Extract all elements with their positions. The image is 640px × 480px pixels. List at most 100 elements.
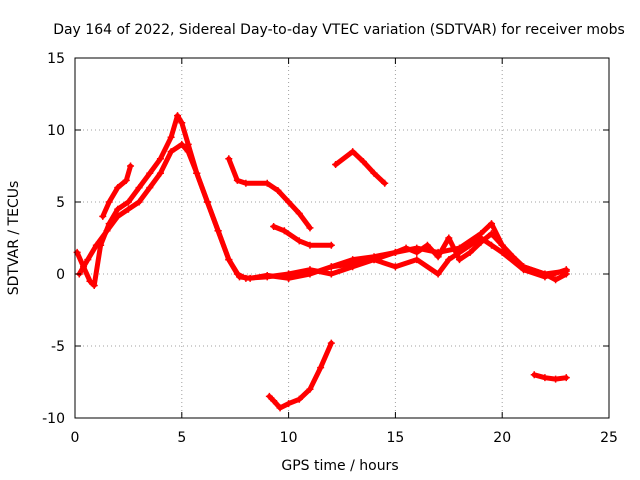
data-point [103,227,111,235]
data-point [280,227,288,235]
data-point [274,186,282,194]
series-trace [333,149,388,186]
data-point [488,230,496,238]
data-point [285,400,293,408]
series-track-g [225,155,314,232]
y-tick-label: 15 [47,51,65,67]
data-point [193,169,201,177]
data-point [445,256,453,264]
data-point [434,270,442,278]
data-point [306,241,314,249]
data-point [263,179,271,187]
chart-title: Day 164 of 2022, Sidereal Day-to-day VTE… [53,22,625,38]
data-point [306,266,314,274]
data-point [455,256,463,264]
y-tick-label: -5 [51,339,65,355]
series-track-h [270,222,335,249]
data-point [327,270,335,278]
data-point [242,179,250,187]
data-point [402,244,410,252]
data-point [124,198,132,206]
data-point [498,241,506,249]
series-track-e [285,234,570,281]
data-point [233,176,241,184]
data-point [349,260,357,268]
x-tick-label: 5 [177,430,186,446]
data-point [391,263,399,271]
data-point [265,392,273,400]
series-trace [76,141,292,281]
data-point [370,256,378,264]
y-axis-label: SDTVAR / TECUs [6,181,22,296]
x-axis-label: GPS time / hours [281,458,398,474]
data-point [276,404,284,412]
data-point [381,179,389,187]
data-point [203,198,211,206]
y-axis-ticks: -10 -5 0 5 10 15 [42,51,609,427]
data-point [184,140,192,148]
series-track-a [73,112,293,290]
data-point [167,133,175,141]
data-point [498,248,506,256]
data-point [225,155,233,163]
data-point [235,273,243,281]
data-point [114,212,122,220]
data-point [306,385,314,393]
data-point [552,276,560,284]
data-point [174,112,182,120]
data-point [530,371,538,379]
data-point [477,238,485,246]
series-trace [266,340,334,411]
series-track-k [530,371,570,383]
plot-frame [74,57,610,419]
series-trace [286,235,569,280]
data-point [445,234,453,242]
data-point [295,395,303,403]
series-track-c [99,162,135,220]
data-point [434,253,442,261]
data-point [122,176,130,184]
data-point [135,198,143,206]
data-point [84,256,92,264]
y-tick-label: 10 [47,123,65,139]
data-point [214,227,222,235]
data-point [124,205,132,213]
series-trace [226,156,313,231]
data-series [73,112,570,412]
data-point [156,155,164,163]
y-tick-label: -10 [42,411,65,427]
series-track-f [327,230,570,284]
data-point [90,282,98,290]
data-point [552,375,560,383]
x-tick-label: 20 [493,430,511,446]
data-point [114,205,122,213]
y-tick-label: 0 [56,267,65,283]
data-point [263,271,271,279]
series-trace [531,372,569,382]
data-point [359,158,367,166]
data-point [178,119,186,127]
data-point [295,237,303,245]
series-track-b [75,140,293,282]
x-tick-label: 0 [71,430,80,446]
data-point [92,241,100,249]
data-point [509,253,517,261]
grid-lines [75,58,609,418]
data-point [146,184,154,192]
data-point [246,274,254,282]
data-point [135,184,143,192]
data-point [86,277,94,285]
series-track-j [265,339,335,412]
data-point [332,161,340,169]
data-point [99,212,107,220]
data-point [413,248,421,256]
data-point [270,397,278,405]
data-point [184,148,192,156]
data-point [225,256,233,264]
data-point [285,198,293,206]
x-tick-label: 15 [386,430,404,446]
data-point [466,248,474,256]
data-point [423,241,431,249]
x-tick-label: 25 [600,430,618,446]
